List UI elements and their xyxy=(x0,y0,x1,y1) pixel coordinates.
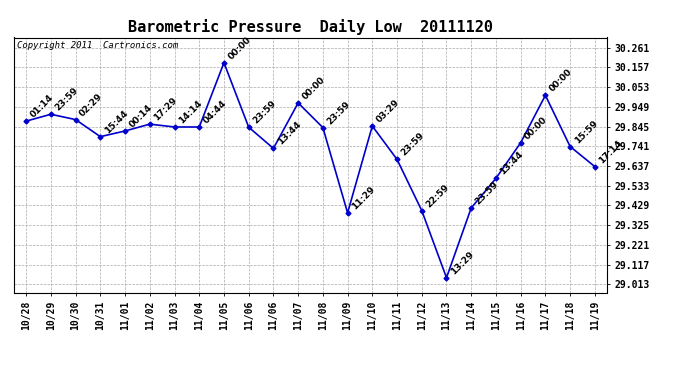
Text: 04:44: 04:44 xyxy=(201,99,228,126)
Text: 13:44: 13:44 xyxy=(276,120,303,147)
Text: 15:44: 15:44 xyxy=(103,108,130,135)
Text: 00:00: 00:00 xyxy=(301,75,327,101)
Text: 13:29: 13:29 xyxy=(449,249,475,276)
Text: 23:59: 23:59 xyxy=(400,131,426,158)
Text: 11:29: 11:29 xyxy=(350,184,377,211)
Text: 03:29: 03:29 xyxy=(375,98,402,124)
Text: 17:14: 17:14 xyxy=(598,138,624,165)
Text: 13:44: 13:44 xyxy=(498,150,525,177)
Text: 00:14: 00:14 xyxy=(128,103,154,129)
Text: 00:00: 00:00 xyxy=(523,115,549,141)
Text: Copyright 2011  Cartronics.com: Copyright 2011 Cartronics.com xyxy=(17,41,178,50)
Text: 14:14: 14:14 xyxy=(177,99,204,126)
Text: 23:59: 23:59 xyxy=(53,86,80,113)
Text: 23:59: 23:59 xyxy=(326,99,352,126)
Text: 01:14: 01:14 xyxy=(29,93,55,120)
Text: 22:59: 22:59 xyxy=(424,182,451,209)
Text: 17:29: 17:29 xyxy=(152,96,179,123)
Text: 23:59: 23:59 xyxy=(251,99,278,126)
Text: 23:59: 23:59 xyxy=(474,180,500,206)
Text: 02:29: 02:29 xyxy=(78,92,105,118)
Title: Barometric Pressure  Daily Low  20111120: Barometric Pressure Daily Low 20111120 xyxy=(128,19,493,35)
Text: 15:59: 15:59 xyxy=(573,118,600,145)
Text: 00:00: 00:00 xyxy=(548,68,574,94)
Text: 00:00: 00:00 xyxy=(226,35,253,61)
